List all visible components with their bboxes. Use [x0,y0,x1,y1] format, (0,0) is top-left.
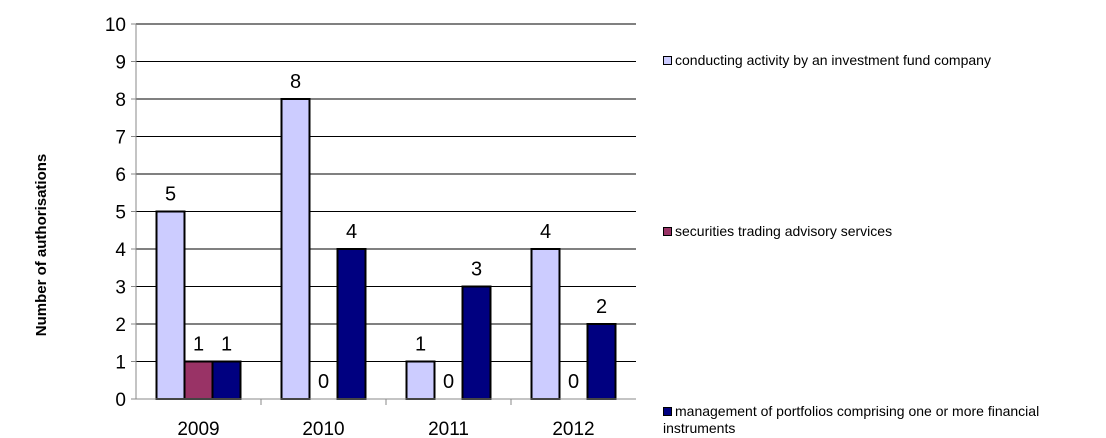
y-tick-label: 4 [115,240,126,261]
y-tick-label: 5 [115,203,126,224]
y-tick-labels: 0 1 2 3 4 5 6 7 8 9 10 [105,15,127,411]
legend-label: securities trading advisory services [675,223,893,239]
data-label: 8 [290,71,301,93]
legend-item: conducting activity by an investment fun… [663,52,1103,69]
data-label: 1 [415,334,426,356]
bar [461,285,492,400]
bar [336,248,367,400]
data-label: 4 [540,221,551,243]
legend-label: management of portfolios comprising one … [663,403,1040,436]
legend-item: securities trading advisory services [663,223,1103,240]
data-label: 5 [165,184,176,206]
x-tick-labels: 2009 2010 2011 2012 [177,419,594,438]
y-tick-label: 8 [115,90,126,111]
bar [183,360,214,400]
data-label: 0 [443,371,454,393]
y-tick-label: 7 [115,128,126,149]
y-tick-label: 6 [115,165,126,186]
bar [280,98,311,400]
bar [530,248,561,400]
data-label: 1 [221,334,232,356]
y-tick-label: 9 [115,53,126,74]
x-tick-label: 2012 [552,419,594,438]
legend-swatch [663,407,672,416]
axes [135,24,636,405]
legend-item: management of portfolios comprising one … [663,403,1103,437]
x-tick-label: 2011 [428,419,469,438]
legend-label: conducting activity by an investment fun… [675,52,991,68]
data-label: 1 [193,334,204,356]
y-tick-label: 10 [105,15,126,36]
legend-swatch [663,56,672,65]
bars [155,98,617,400]
y-axis-label: Number of authorisations [33,154,50,337]
bar [211,360,242,400]
data-label: 2 [596,296,607,318]
data-label: 3 [471,259,482,281]
data-label: 4 [346,221,357,243]
y-tick-label: 1 [115,353,126,374]
y-tick-label: 2 [115,315,126,336]
y-tick-label: 3 [115,278,126,299]
bar [405,360,436,400]
bar [586,323,617,400]
bar [155,210,186,400]
data-label: 0 [568,371,579,393]
y-tick-label: 0 [115,390,126,411]
data-label: 0 [318,371,329,393]
legend-swatch [663,227,672,236]
x-tick-label: 2009 [177,419,219,438]
x-tick-label: 2010 [302,419,344,438]
